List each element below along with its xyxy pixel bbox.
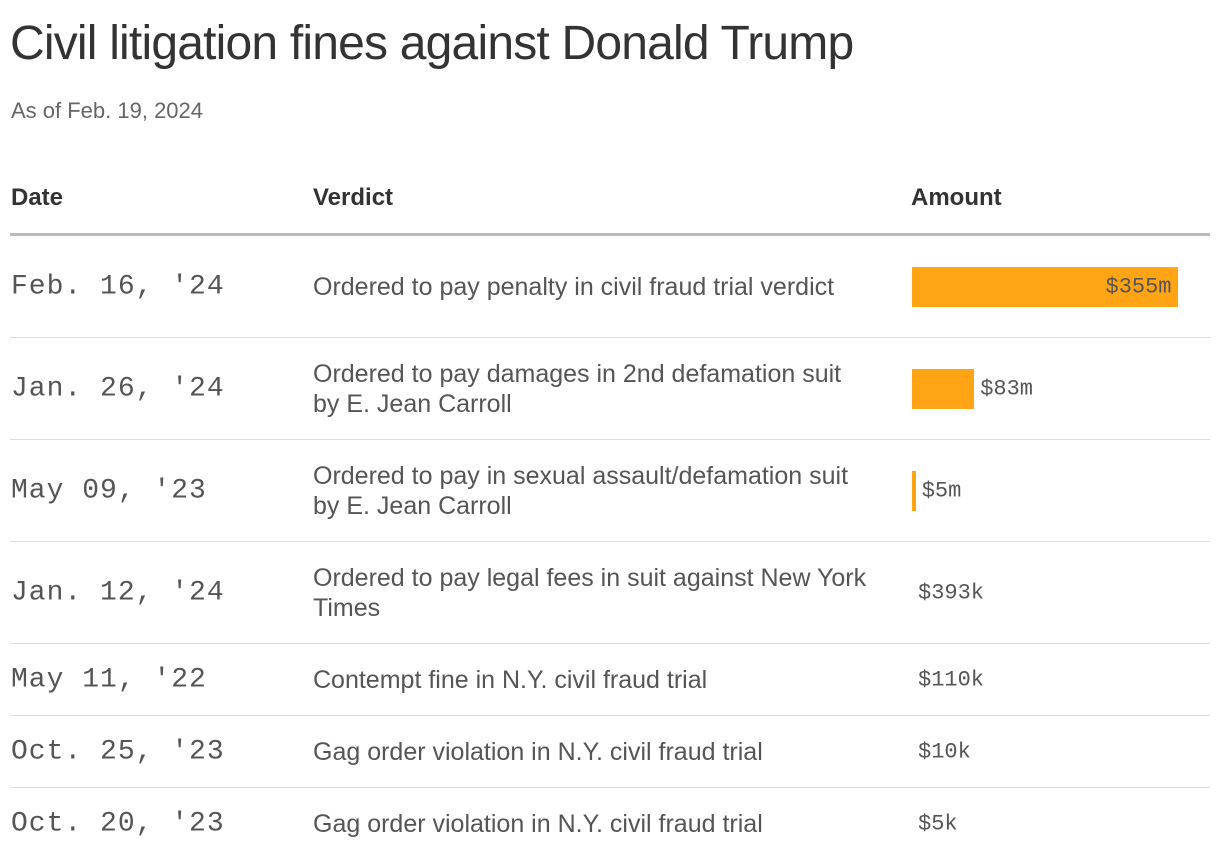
amount-bar [912, 266, 1178, 307]
table-row: May 09, '23 Ordered to pay in sexual ass… [10, 440, 1210, 542]
amount-bar [912, 368, 975, 409]
amount-cell: $5k [912, 804, 1208, 844]
amount-label: $110k [918, 667, 985, 692]
table-row: Oct. 25, '23 Gag order violation in N.Y.… [10, 716, 1210, 788]
amount-label: $83m [980, 376, 1033, 401]
amount-label: $355m [1105, 274, 1172, 299]
amount-cell: $5m [912, 470, 1208, 511]
table-row: May 11, '22 Contempt fine in N.Y. civil … [10, 644, 1210, 716]
table-header: Date Verdict Amount [10, 178, 1210, 236]
amount-label: $5k [918, 811, 958, 836]
column-header-amount: Amount [911, 184, 1002, 211]
amount-bar [912, 470, 916, 511]
verdict-cell: Contempt fine in N.Y. civil fraud trial [313, 665, 708, 694]
chart-subtitle: As of Feb. 19, 2024 [11, 98, 204, 123]
date-cell: May 09, '23 [11, 475, 207, 506]
date-cell: Oct. 25, '23 [11, 736, 225, 767]
date-cell: Jan. 26, '24 [11, 373, 225, 404]
verdict-cell: Ordered to pay legal fees in suit agains… [313, 563, 867, 622]
verdict-cell: Ordered to pay in sexual assault/defamat… [313, 461, 849, 520]
column-header-date: Date [11, 184, 64, 211]
amount-cell: $393k [912, 573, 1208, 613]
date-cell: May 11, '22 [11, 664, 207, 695]
verdict-cell: Gag order violation in N.Y. civil fraud … [313, 809, 763, 838]
verdict-cell: Ordered to pay damages in 2nd defamation… [313, 359, 842, 418]
amount-cell: $355m [912, 266, 1208, 307]
amount-label: $10k [918, 739, 971, 764]
amount-label: $393k [918, 580, 985, 605]
table-row: Oct. 20, '23 Gag order violation in N.Y.… [10, 788, 1210, 859]
table-row: Jan. 26, '24 Ordered to pay damages in 2… [10, 338, 1210, 440]
table-row: Feb. 16, '24 Ordered to pay penalty in c… [10, 236, 1210, 338]
column-header-verdict: Verdict [313, 184, 394, 211]
verdict-cell: Ordered to pay penalty in civil fraud tr… [313, 272, 835, 301]
date-cell: Oct. 20, '23 [11, 808, 225, 839]
verdict-cell: Gag order violation in N.Y. civil fraud … [313, 737, 763, 766]
amount-label: $5m [921, 478, 962, 503]
chart-title: Civil litigation fines against Donald Tr… [10, 17, 854, 70]
table-row: Jan. 12, '24 Ordered to pay legal fees i… [10, 542, 1210, 644]
date-cell: Feb. 16, '24 [11, 271, 225, 302]
date-cell: Jan. 12, '24 [11, 577, 225, 608]
amount-cell: $10k [912, 732, 1208, 772]
fines-table: Date Verdict Amount Feb. 16, '24 Ordered… [10, 178, 1210, 859]
amount-cell: $83m [912, 368, 1208, 409]
amount-cell: $110k [912, 660, 1208, 700]
